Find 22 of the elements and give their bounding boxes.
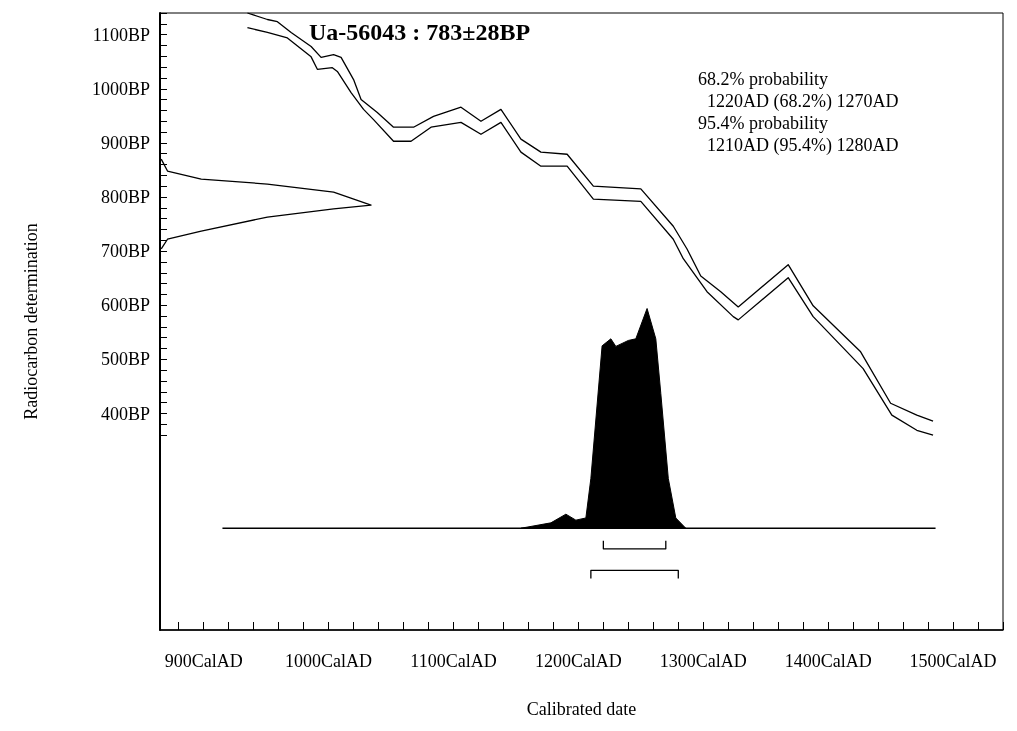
annotation: 1210AD (95.4%) 1280AD <box>698 135 899 156</box>
annotation: 95.4% probability <box>698 113 828 133</box>
x-tick-label: 1500CalAD <box>909 651 997 671</box>
y-tick-label: 800BP <box>100 187 150 208</box>
y-tick-label: 500BP <box>100 349 150 370</box>
x-tick-label: 1300CalAD <box>659 651 747 671</box>
y-tick-label: 1100BP <box>92 24 150 45</box>
chart-title: Ua-56043 : 783±28BP <box>309 19 531 45</box>
x-axis-title: Calibrated date <box>526 699 637 719</box>
annotation: 68.2% probability <box>698 69 828 89</box>
y-tick-label: 600BP <box>100 295 150 316</box>
x-tick-label: 900CalAD <box>164 651 243 671</box>
annotation: 1220AD (68.2%) 1270AD <box>698 91 899 112</box>
y-tick-label: 400BP <box>100 403 150 424</box>
y-axis-title: Radiocarbon determination <box>21 223 41 420</box>
x-tick-label: 1000CalAD <box>285 651 373 671</box>
x-tick-label: 1200CalAD <box>534 651 622 671</box>
x-tick-label: 1100CalAD <box>410 651 497 671</box>
y-tick-label: 700BP <box>100 241 150 262</box>
y-tick-label: 1000BP <box>91 78 150 99</box>
y-tick-label: 900BP <box>100 132 150 153</box>
x-tick-label: 1400CalAD <box>784 651 872 671</box>
